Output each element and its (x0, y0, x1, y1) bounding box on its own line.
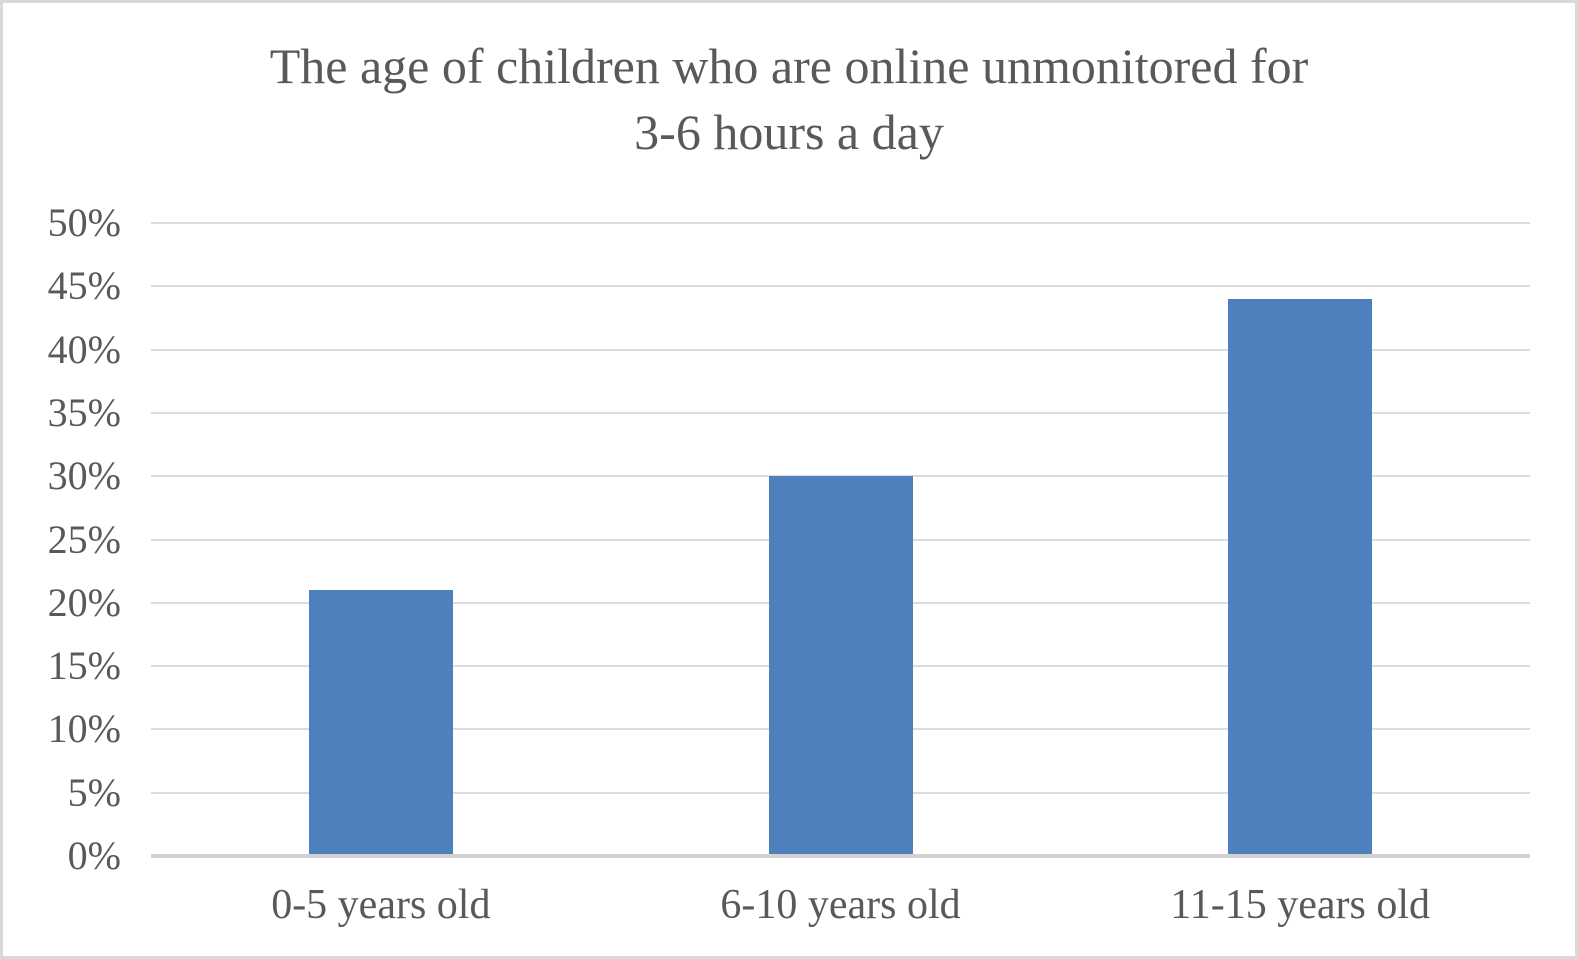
chart-title: The age of children who are online unmon… (119, 33, 1459, 165)
y-axis-tick-label: 5% (67, 769, 121, 815)
x-axis-category-label: 6-10 years old (720, 882, 961, 928)
gridline (151, 411, 1530, 414)
y-axis-tick-label: 20% (47, 579, 121, 625)
bar-11-15-years-old (1228, 298, 1373, 856)
y-axis-tick-label: 50% (47, 200, 121, 245)
gridline (151, 222, 1530, 224)
x-axis-labels: 0-5 years old 6-10 years old 11-15 years o… (151, 879, 1530, 943)
y-axis-tick-label: 10% (47, 706, 121, 752)
gridline (151, 285, 1530, 288)
x-axis-line (151, 854, 1530, 858)
bar-6-10-years-old (768, 476, 913, 856)
bar-0-5-years-old (308, 590, 453, 856)
y-axis-labels: 0% 5% 10% 15% 20% 25% 30% 35% 40% 45% 50% (3, 200, 121, 878)
plot-area (151, 222, 1530, 858)
y-axis-tick-label: 15% (47, 643, 121, 689)
chart-title-line-1: The age of children who are online unmon… (269, 38, 1309, 94)
y-axis-tick-label: 45% (47, 263, 121, 309)
y-axis-tick-label: 40% (47, 326, 121, 372)
x-axis-category-label: 0-5 years old (271, 882, 491, 928)
y-axis-tick-label: 30% (47, 453, 121, 499)
x-axis-category-label: 11-15 years old (1170, 882, 1431, 928)
y-axis-tick-label: 25% (47, 516, 121, 562)
y-axis-tick-label: 0% (67, 833, 121, 878)
y-axis-tick-label: 35% (47, 389, 121, 435)
chart-title-line-2: 3-6 hours a day (634, 104, 944, 160)
gridline (151, 348, 1530, 351)
